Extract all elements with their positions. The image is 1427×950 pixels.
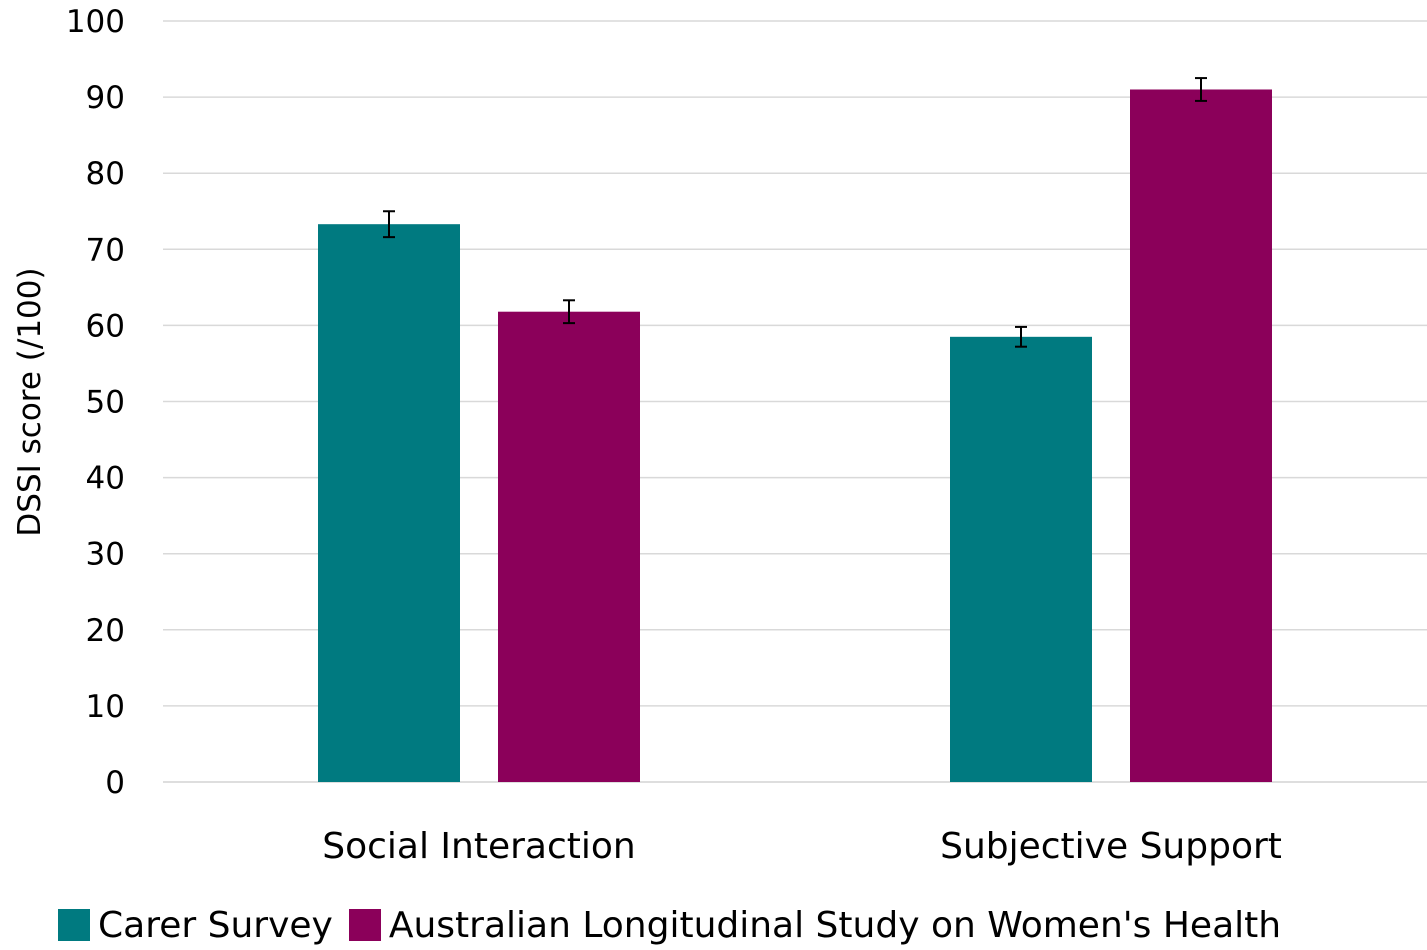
x-category-label: Social Interaction — [322, 826, 636, 867]
y-tick-label: 100 — [66, 4, 125, 40]
legend-item: Australian Longitudinal Study on Women's… — [348, 904, 1282, 946]
error-bars — [383, 77, 1207, 348]
bar-alswh-0 — [498, 311, 640, 782]
error-bar — [1015, 325, 1027, 348]
legend-label: Australian Longitudinal Study on Women's… — [388, 904, 1282, 946]
y-tick-label: 40 — [86, 461, 125, 497]
y-tick-label: 70 — [86, 232, 125, 268]
x-category-label: Subjective Support — [940, 826, 1282, 867]
legend-label: Carer Survey — [98, 904, 333, 946]
error-bar — [1195, 77, 1207, 102]
bar-carer-survey-1 — [950, 336, 1092, 782]
bar-carer-survey-0 — [318, 224, 460, 782]
error-bar — [563, 299, 575, 325]
bar-chart: 0 10 20 30 40 50 60 70 80 90 100 Social Interactio… — [12, 4, 1427, 867]
bars — [318, 89, 1272, 783]
y-tick-label: 10 — [86, 689, 125, 725]
bar-alswh-1 — [1130, 89, 1272, 783]
y-tick-label: 50 — [86, 385, 125, 421]
legend-item: Carer Survey — [58, 905, 333, 946]
x-axis-categories: Social Interaction Subjective Support — [322, 826, 1282, 867]
y-tick-label: 60 — [86, 308, 125, 344]
y-axis-label: DSSI score (/100) — [12, 267, 48, 536]
y-tick-label: 30 — [86, 537, 125, 573]
y-axis-ticks: 0 10 20 30 40 50 60 70 80 90 100 — [66, 4, 125, 801]
legend-swatch — [58, 909, 90, 941]
y-tick-label: 20 — [86, 613, 125, 649]
y-tick-label: 0 — [105, 765, 125, 801]
legend: Carer Survey Australian Longitudinal Stud… — [58, 900, 1297, 950]
y-tick-label: 80 — [86, 156, 125, 192]
legend-swatch — [348, 909, 381, 941]
error-bar — [383, 210, 395, 239]
y-tick-label: 90 — [86, 80, 125, 116]
